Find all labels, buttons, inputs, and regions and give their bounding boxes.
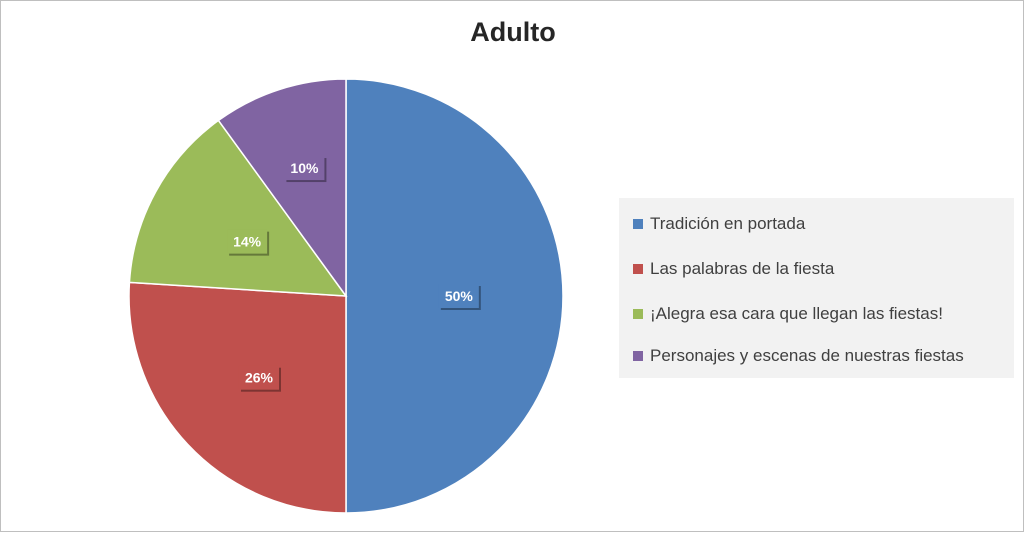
legend: Tradición en portada Las palabras de la … (619, 198, 1014, 378)
legend-item-tradicion: Tradición en portada (633, 212, 805, 236)
legend-label-tradicion: Tradición en portada (650, 214, 806, 233)
legend-swatch-palabras (633, 264, 643, 274)
data-label-box-palabras (238, 365, 279, 390)
legend-item-alegra: ¡Alegra esa cara que llegan las fiestas! (633, 302, 943, 326)
legend-item-palabras: Las palabras de la fiesta (633, 257, 834, 281)
data-label-text-tradicion: 50% (445, 288, 474, 304)
legend-swatch-tradicion (633, 219, 643, 229)
data-label-box-personajes (284, 156, 325, 181)
pie-slice-alegra (128, 119, 348, 297)
legend-label-alegra: ¡Alegra esa cara que llegan las fiestas! (650, 304, 943, 323)
data-label-text-personajes: 10% (290, 160, 319, 176)
data-label-tradicion: 50% (438, 284, 481, 310)
data-label-text-alegra: 14% (233, 234, 262, 250)
data-label-alegra: 14% (227, 229, 270, 256)
legend-swatch-personajes (633, 351, 643, 361)
data-label-box-alegra (227, 229, 268, 254)
legend-label-palabras: Las palabras de la fiesta (650, 259, 835, 278)
data-label-text-palabras: 26% (245, 370, 274, 386)
pie-slice-personajes (217, 78, 347, 299)
legend-label-personajes: Personajes y escenas de nuestras fiestas (650, 346, 964, 365)
chart-title: Adulto (470, 17, 556, 47)
legend-item-personajes: Personajes y escenas de nuestras fiestas (633, 344, 964, 368)
data-label-personajes: 10% (284, 156, 327, 183)
data-label-box-tradicion (438, 284, 479, 308)
data-label-palabras: 26% (238, 365, 281, 392)
pie-slice-palabras (128, 281, 347, 514)
legend-swatch-alegra (633, 309, 643, 319)
